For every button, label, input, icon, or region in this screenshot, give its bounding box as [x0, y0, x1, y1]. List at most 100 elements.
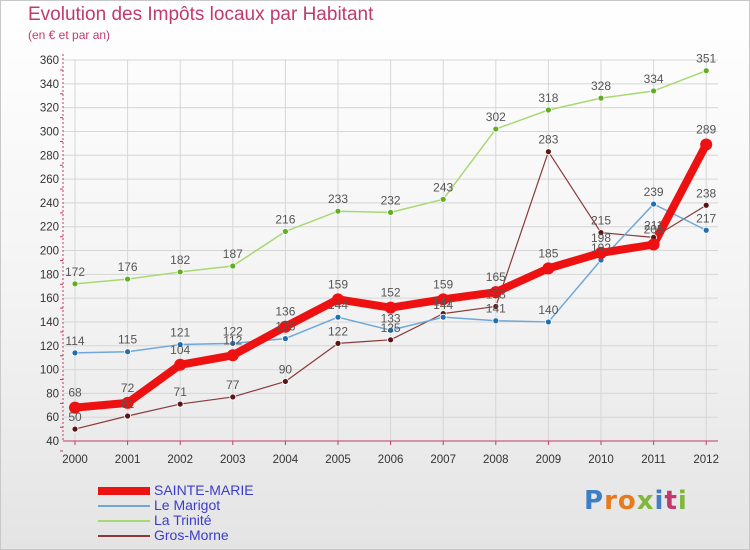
data-point [176, 268, 184, 276]
x-tick-label: 2005 [325, 454, 351, 466]
data-label: 115 [118, 333, 137, 347]
data-point [597, 94, 605, 102]
legend-label: SAINTE-MARIE [154, 482, 254, 498]
data-label: 283 [538, 133, 558, 147]
data-label: 232 [381, 193, 401, 207]
data-label: 122 [223, 324, 243, 338]
legend-label: Le Marigot [154, 497, 221, 513]
data-point [281, 335, 289, 343]
data-label: 133 [381, 311, 401, 325]
data-point [71, 349, 79, 357]
logo-letter: i [677, 486, 688, 516]
legend-swatch [98, 535, 150, 537]
data-point [174, 358, 187, 371]
data-point [545, 106, 552, 114]
data-point [650, 87, 657, 95]
data-point [702, 201, 710, 209]
legend-item-sainte-marie[interactable]: SAINTE-MARIE [98, 482, 338, 498]
y-tick-label: 100 [40, 365, 59, 377]
data-point [542, 262, 555, 275]
data-label: 328 [591, 79, 611, 93]
data-label: 239 [644, 185, 664, 199]
y-tick-label: 140 [40, 317, 59, 329]
data-point [71, 425, 79, 433]
data-point [176, 400, 184, 408]
legend-item-le-marigot[interactable]: Le Marigot [98, 497, 338, 513]
data-label: 192 [591, 241, 611, 255]
y-tick-label: 220 [40, 222, 59, 234]
data-point [545, 318, 552, 326]
data-point [439, 313, 447, 321]
y-tick-label: 280 [40, 150, 59, 162]
y-tick-label: 360 [40, 55, 59, 67]
x-tick-label: 2001 [115, 454, 141, 466]
data-label: 141 [486, 302, 506, 316]
data-point [334, 339, 342, 347]
y-tick-label: 180 [40, 269, 59, 281]
legend-swatch [98, 505, 150, 507]
legend-label: Gros-Morne [154, 527, 229, 543]
data-label: 243 [433, 180, 453, 194]
x-tick-label: 2000 [62, 454, 88, 466]
y-tick-label: 300 [40, 126, 59, 138]
y-tick-label: 120 [40, 341, 59, 353]
data-label: 205 [644, 223, 664, 237]
legend-item-la-trinite[interactable]: La Trinité [98, 512, 338, 528]
data-point [387, 208, 395, 216]
data-point [597, 229, 605, 237]
legend-label: La Trinité [154, 512, 212, 528]
proxiti-logo[interactable]: Proxiti [584, 486, 688, 516]
data-label: 68 [68, 386, 82, 400]
legend-item-gros-morne[interactable]: Gros-Morne [98, 527, 338, 543]
data-label: 334 [644, 72, 664, 86]
data-label: 216 [275, 212, 295, 226]
data-point [647, 238, 660, 251]
logo-letter: P [584, 486, 605, 516]
data-label: 61 [121, 397, 135, 411]
x-tick-label: 2004 [273, 454, 299, 466]
x-tick-label: 2009 [536, 454, 562, 466]
x-tick-label: 2010 [588, 454, 614, 466]
y-tick-label: 60 [46, 412, 59, 424]
x-tick-label: 2011 [641, 454, 666, 466]
data-label: 238 [696, 186, 716, 200]
data-point [124, 412, 131, 420]
data-point [702, 67, 710, 75]
data-point [545, 148, 552, 156]
data-label: 147 [433, 295, 453, 309]
data-label: 126 [275, 320, 295, 334]
data-point [332, 293, 344, 306]
data-point [492, 303, 500, 310]
data-label: 50 [68, 410, 82, 424]
data-point [492, 317, 500, 325]
data-label: 159 [328, 277, 348, 291]
data-label: 302 [486, 110, 506, 124]
data-point [176, 341, 184, 348]
logo-letter: t [664, 486, 678, 516]
data-label: 71 [174, 385, 188, 399]
data-label: 144 [328, 298, 348, 312]
data-label: 318 [538, 91, 558, 105]
x-tick-label: 2008 [483, 454, 509, 466]
logo-letter: r [604, 486, 618, 516]
data-point [121, 396, 134, 409]
data-label: 122 [328, 324, 348, 338]
data-label: 233 [328, 192, 348, 206]
data-label: 217 [696, 211, 716, 225]
data-label: 165 [486, 270, 506, 284]
y-tick-label: 40 [46, 436, 59, 448]
y-tick-label: 240 [40, 198, 59, 210]
data-point [334, 313, 342, 321]
data-label: 112 [223, 333, 242, 347]
data-point [387, 336, 395, 344]
data-label: 182 [170, 253, 190, 267]
logo-letter: x [636, 486, 655, 516]
y-tick-label: 260 [40, 174, 59, 186]
data-point [387, 326, 395, 334]
x-tick-label: 2012 [693, 454, 719, 466]
data-point [124, 275, 131, 283]
x-tick-label: 2006 [378, 454, 404, 466]
data-label: 77 [226, 378, 240, 392]
data-label: 140 [538, 303, 558, 317]
y-tick-label: 80 [46, 388, 59, 400]
